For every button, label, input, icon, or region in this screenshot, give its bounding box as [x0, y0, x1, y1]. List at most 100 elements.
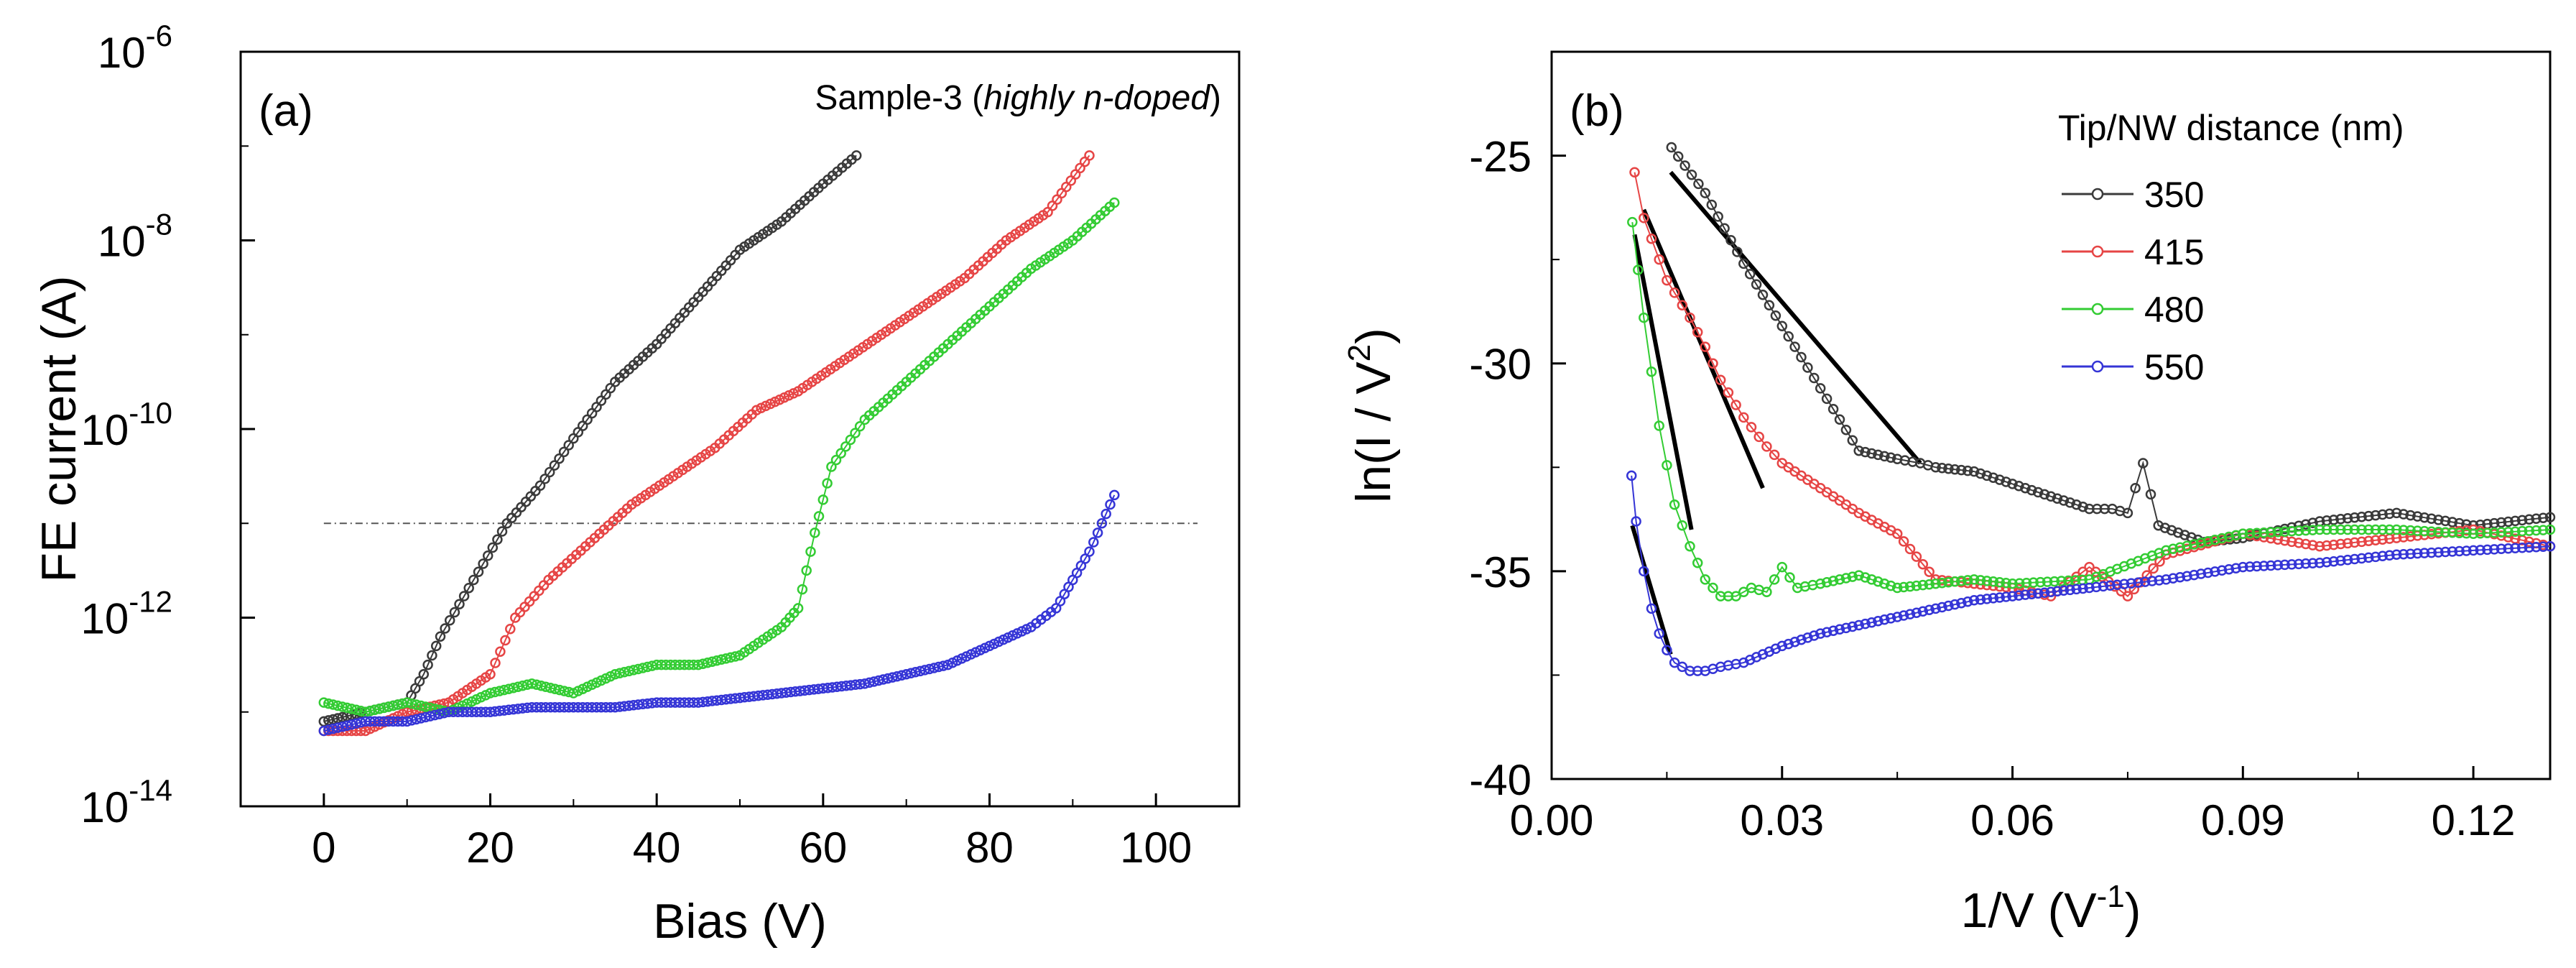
b-data-point — [2398, 532, 2409, 543]
a-data-point — [1092, 527, 1103, 538]
a-data-point — [610, 669, 621, 680]
b-data-point — [2167, 573, 2179, 584]
a-data-point — [558, 446, 570, 458]
b-data-point — [1746, 422, 1757, 433]
b-data-point — [1639, 566, 1649, 577]
b-data-point — [1962, 575, 1973, 586]
b-data-point — [2099, 503, 2111, 515]
b-data-point — [1968, 574, 1980, 585]
b-data-point — [1796, 635, 1807, 645]
b-data-point — [1731, 591, 1741, 601]
b-data-point — [2045, 491, 2057, 502]
b-data-point — [1815, 383, 1826, 394]
b-data-point — [2039, 489, 2050, 500]
b-data-point — [1847, 435, 1858, 446]
a-y-tick-base: 10 — [81, 406, 129, 454]
a-series-415 — [318, 150, 1095, 737]
b-data-point — [1662, 645, 1672, 655]
b-data-point — [2314, 558, 2325, 568]
b-data-point — [2363, 524, 2374, 535]
a-data-point — [435, 631, 446, 642]
a-data-point — [539, 474, 550, 484]
b-fit-line-415 — [1641, 208, 1765, 489]
b-data-point — [2447, 527, 2458, 538]
b-data-point — [2461, 528, 2472, 539]
a-data-point — [503, 683, 514, 694]
a-data-point — [492, 534, 503, 545]
b-data-point — [2272, 526, 2284, 538]
b-data-point — [1769, 574, 1780, 585]
b-data-point — [2531, 513, 2542, 525]
b-data-point — [2287, 559, 2297, 570]
b-data-point — [1956, 464, 1967, 476]
b-data-point — [1802, 362, 1813, 373]
b-data-point — [2251, 561, 2262, 572]
a-data-point — [430, 709, 440, 721]
b-data-point — [1769, 449, 1780, 461]
b-data-point — [1891, 612, 1903, 622]
b-data-point — [2028, 577, 2039, 588]
a-data-point — [505, 623, 516, 635]
b-data-point — [2195, 538, 2207, 548]
b-data-point — [2531, 541, 2542, 553]
legend-swatch-marker — [2091, 245, 2104, 258]
b-data-point — [2433, 547, 2444, 558]
y-title-sup: 2 — [1342, 344, 1377, 361]
a-data-point — [850, 428, 861, 438]
a-data-point — [485, 688, 496, 699]
legend-item-415: 415 — [2062, 232, 2204, 272]
b-data-point — [1776, 561, 1788, 573]
a-y-tick-exp: -14 — [129, 773, 172, 807]
b-data-point — [2405, 548, 2416, 559]
legend-label: 550 — [2144, 347, 2204, 387]
b-data-point — [1943, 600, 1954, 612]
b-data-point — [1860, 618, 1871, 630]
b-data-point — [2130, 482, 2141, 494]
b-data-point — [1725, 234, 1736, 246]
b-data-point — [1885, 613, 1896, 624]
b-data-point — [1911, 580, 1922, 591]
b-data-point — [2091, 503, 2103, 515]
a-data-point — [337, 721, 348, 732]
b-data-point — [1685, 540, 1695, 552]
b-data-point — [2035, 576, 2046, 588]
b-data-point — [1975, 468, 1986, 479]
b-data-point — [1898, 581, 1909, 593]
b-data-point — [2279, 526, 2290, 537]
a-data-point — [830, 454, 842, 466]
a-series-550 — [318, 489, 1120, 737]
legend-label: 415 — [2144, 232, 2204, 272]
b-data-point — [2426, 547, 2437, 558]
a-y-tick-base: 10 — [98, 29, 146, 77]
b-data-point — [1784, 572, 1795, 583]
b-data-point — [1753, 431, 1764, 443]
b-data-point — [1904, 581, 1916, 592]
b-data-point — [1994, 577, 2005, 588]
a-data-point — [496, 526, 508, 537]
a-data-point — [633, 663, 644, 675]
b-fit-line-480 — [1632, 234, 1694, 530]
a-data-point — [1101, 508, 1111, 520]
b-data-point — [1879, 614, 1890, 625]
b-data-point — [2412, 511, 2423, 522]
a-data-point — [495, 646, 506, 657]
b-data-point — [2377, 509, 2388, 520]
y-title-main: ln(I / V — [1346, 361, 1401, 503]
b-data-point — [1631, 516, 1641, 527]
b-data-point — [1627, 216, 1638, 228]
a-y-tick-exp: -10 — [129, 396, 172, 430]
b-data-point — [2370, 535, 2381, 545]
a-data-point — [919, 665, 930, 676]
b-data-point — [2384, 550, 2395, 561]
b-data-point — [2335, 524, 2346, 535]
a-data-point — [933, 661, 944, 673]
b-data-point — [1873, 449, 1884, 461]
a-data-point — [517, 681, 528, 691]
b-data-point — [1981, 470, 1993, 481]
b-data-point — [2384, 508, 2395, 520]
a-data-point — [835, 448, 846, 459]
a-data-point — [540, 681, 551, 692]
b-data-point — [2503, 516, 2514, 527]
a-y-tick-base: 10 — [98, 218, 146, 266]
b-data-point — [1646, 233, 1657, 244]
